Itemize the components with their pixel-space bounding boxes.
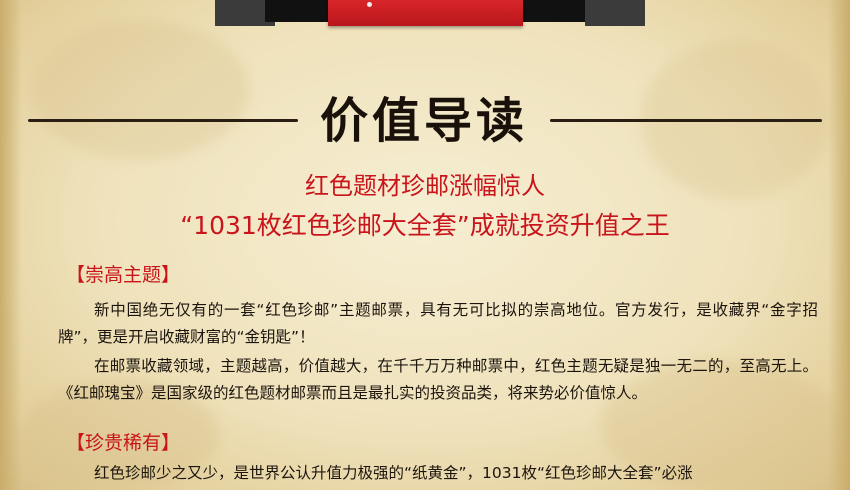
title-rule-right <box>550 119 822 122</box>
parchment-edge-left <box>0 0 22 490</box>
paragraph: 红色珍邮少之又少，是世界公认升值力极强的“纸黄金”，1031枚“红色珍邮大全套”… <box>94 464 693 482</box>
parchment-stain <box>600 360 840 490</box>
banner-pin <box>367 2 372 7</box>
section-title: 价值导读 <box>319 93 528 149</box>
parchment-stain <box>20 380 220 490</box>
section-heading-noble-theme: 【崇高主题】 <box>66 264 181 286</box>
paragraph: 在邮票收藏领域，主题越高，价值越大，在千千万万种邮票中，红色主题无疑是独一无二的… <box>58 357 818 402</box>
banner-dark-left <box>265 0 335 22</box>
parchment-edge-right <box>828 0 850 490</box>
subtitle-line2: “1031枚红色珍邮大全套”成就投资升值之王 <box>180 211 670 240</box>
parchment-stain <box>30 20 250 160</box>
section-heading-rare: 【珍贵稀有】 <box>66 432 181 454</box>
section-title-row: 价值导读 <box>0 92 850 150</box>
banner-shadow-right <box>585 0 645 26</box>
paragraph: 新中国绝无仅有的一套“红色珍邮”主题邮票，具有无可比拟的崇高地位。官方发行，是收… <box>58 301 818 346</box>
banner-dark-right <box>515 0 595 22</box>
top-banner-image <box>215 0 645 26</box>
title-rule-left <box>28 119 298 122</box>
banner-red-album <box>328 0 523 26</box>
subtitle-line1: 红色题材珍邮涨幅惊人 <box>305 172 545 200</box>
